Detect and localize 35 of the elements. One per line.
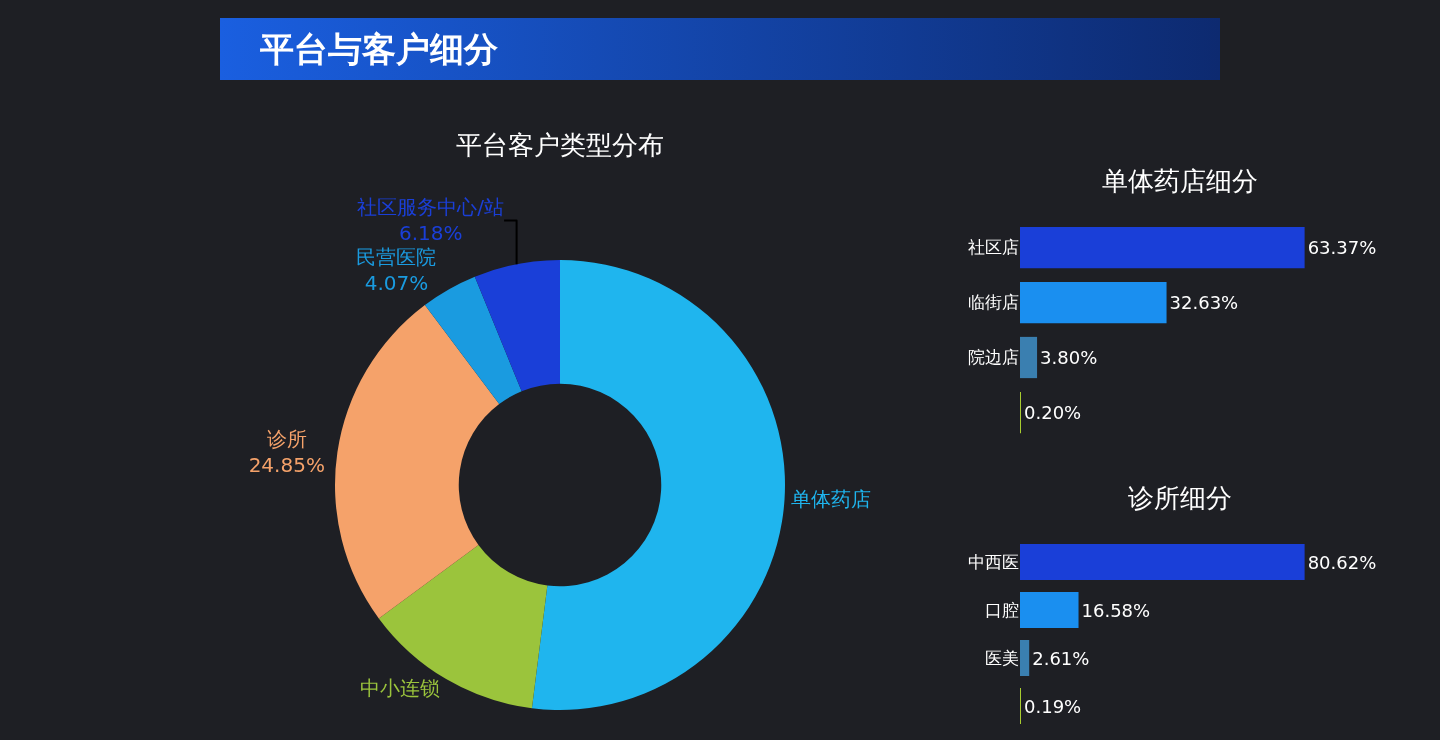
- data-label: 0.20%: [1024, 402, 1082, 424]
- data-label: 6.18%: [398, 221, 463, 246]
- chart-title: 单体药店细分: [1102, 165, 1258, 196]
- bar: [1020, 226, 1305, 269]
- y-tick-label: 院边店: [968, 347, 1019, 368]
- bar: [1020, 592, 1079, 628]
- donut-slice: [474, 260, 560, 392]
- y-tick-label: 口腔: [985, 599, 1019, 620]
- y-tick-label: 社区店: [968, 237, 1019, 258]
- chart-title: 平台与客户细分: [220, 18, 1220, 80]
- y-tick-label: 中西医: [968, 551, 1019, 572]
- slice-label: 诊所: [266, 426, 307, 451]
- bar: [1020, 281, 1167, 324]
- data-label: 3.80%: [1040, 347, 1098, 369]
- data-label: 80.62%: [1307, 551, 1377, 573]
- data-label: 24.85%: [248, 452, 325, 477]
- chart-subtitle: 平台客户类型分布: [456, 130, 664, 161]
- donut-slice: [531, 260, 785, 710]
- y-tick-label: 临街店: [968, 292, 1019, 313]
- bar: [1020, 640, 1030, 676]
- data-label: 63.37%: [1307, 237, 1377, 259]
- chart-title: 诊所细分: [1128, 482, 1232, 513]
- data-label: 4.07%: [364, 271, 429, 296]
- slice-label: 单体药店: [790, 487, 871, 512]
- data-label: 16.58%: [1081, 599, 1151, 621]
- donut-slice: [335, 305, 500, 619]
- slice-label: 中小连锁: [360, 675, 441, 700]
- bar: [1020, 544, 1305, 580]
- data-label: 32.63%: [1169, 292, 1239, 314]
- data-label: 2.61%: [1032, 647, 1090, 669]
- bar: [1020, 336, 1038, 379]
- y-tick-label: 医美: [985, 647, 1019, 668]
- slice-label: 社区服务中心/站: [357, 195, 505, 220]
- slice-label: 民营医院: [356, 245, 437, 270]
- data-label: 0.19%: [1024, 695, 1082, 717]
